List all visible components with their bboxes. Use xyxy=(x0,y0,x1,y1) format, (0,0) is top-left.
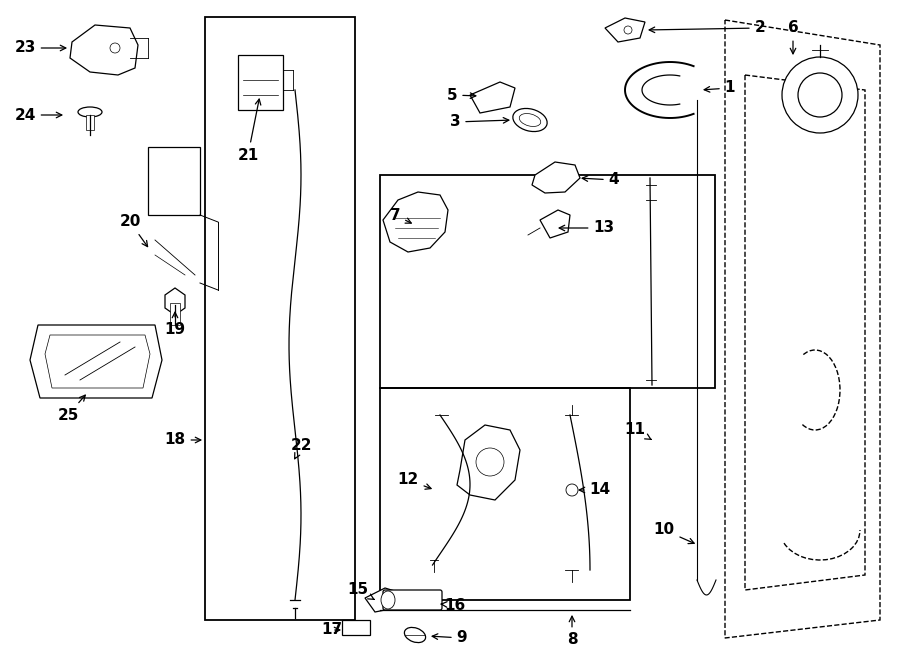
Text: 6: 6 xyxy=(788,20,798,54)
Text: 8: 8 xyxy=(567,616,577,648)
Text: 23: 23 xyxy=(14,40,66,56)
Bar xyxy=(238,55,283,110)
Polygon shape xyxy=(45,335,150,388)
Text: 24: 24 xyxy=(14,108,62,122)
Polygon shape xyxy=(165,288,185,315)
FancyBboxPatch shape xyxy=(383,590,442,610)
Text: 16: 16 xyxy=(441,598,465,613)
Polygon shape xyxy=(532,162,580,193)
Text: 1: 1 xyxy=(704,81,735,95)
Circle shape xyxy=(110,43,120,53)
Ellipse shape xyxy=(519,114,541,126)
Polygon shape xyxy=(70,25,138,75)
Text: 11: 11 xyxy=(625,422,651,440)
Text: 12: 12 xyxy=(398,473,431,489)
Polygon shape xyxy=(383,192,448,252)
Ellipse shape xyxy=(513,108,547,132)
Text: 21: 21 xyxy=(238,99,261,163)
Text: 7: 7 xyxy=(390,208,411,223)
Polygon shape xyxy=(457,425,520,500)
Text: 20: 20 xyxy=(120,215,148,247)
Bar xyxy=(205,17,355,620)
Text: 14: 14 xyxy=(580,483,610,498)
Text: 18: 18 xyxy=(165,432,201,447)
Polygon shape xyxy=(540,210,570,238)
Text: 5: 5 xyxy=(446,87,476,102)
Text: 10: 10 xyxy=(653,522,694,543)
Ellipse shape xyxy=(381,591,395,609)
Circle shape xyxy=(782,57,858,133)
Text: 19: 19 xyxy=(165,312,185,338)
Bar xyxy=(148,147,200,215)
Circle shape xyxy=(798,73,842,117)
Text: 17: 17 xyxy=(321,623,343,637)
Text: 25: 25 xyxy=(58,395,86,422)
Polygon shape xyxy=(470,82,515,113)
Bar xyxy=(380,175,715,388)
Text: 13: 13 xyxy=(559,221,615,235)
Polygon shape xyxy=(605,18,645,42)
Polygon shape xyxy=(30,325,162,398)
Text: 9: 9 xyxy=(432,631,467,646)
Text: 22: 22 xyxy=(292,438,313,459)
Polygon shape xyxy=(365,588,398,612)
Text: 4: 4 xyxy=(582,173,619,188)
Circle shape xyxy=(476,448,504,476)
Ellipse shape xyxy=(404,627,426,642)
Text: 3: 3 xyxy=(450,114,508,130)
Bar xyxy=(342,620,370,635)
Circle shape xyxy=(566,484,578,496)
Bar xyxy=(380,388,630,600)
Ellipse shape xyxy=(78,107,102,117)
Bar xyxy=(86,115,94,130)
Circle shape xyxy=(624,26,632,34)
Bar xyxy=(170,303,180,325)
Text: 15: 15 xyxy=(347,582,374,600)
Text: 2: 2 xyxy=(649,20,765,36)
